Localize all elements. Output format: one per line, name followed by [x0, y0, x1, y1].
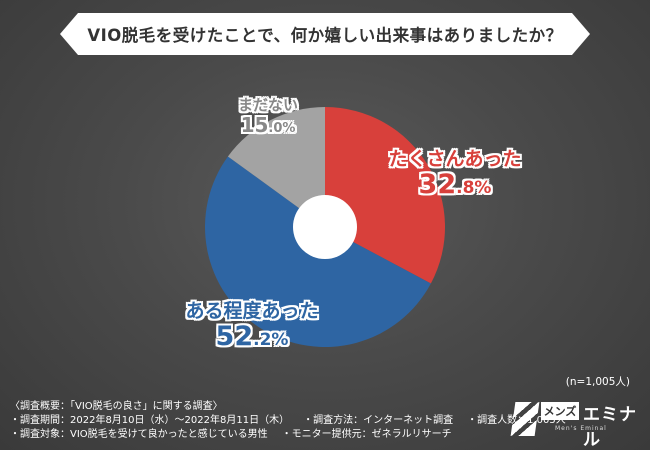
logo-tagline: Men's Eminal [555, 425, 607, 432]
donut-hole [293, 195, 357, 259]
survey-row-2: ・調査期間：2022年8月10日（水）～2022年8月11日（木） ・調査方法：イ… [10, 414, 566, 428]
logo-mark-icon [510, 402, 540, 436]
survey-row-3: ・調査対象：VIO脱毛を受けて良かったと感じている男性 ・モニター提供元：ゼネラル… [10, 428, 566, 442]
slice-label-2-value: 52.2% [215, 321, 289, 352]
chart-title: VIO脱毛を受けたことで、何か嬉しい出来事はありましたか？ [87, 26, 563, 45]
slice-label-3-name: まだない [237, 96, 298, 114]
logo-box-text: メンズ [541, 402, 579, 420]
survey-overview: 〈調査概要：「VIO脱毛の良さ」に関する調査〉 [10, 401, 223, 412]
pie-slice-3 [227, 107, 325, 227]
brand-logo: メンズ エミナル Men's Eminal [510, 400, 643, 450]
slice-label-1: たくさんあった 32.8% [380, 144, 530, 199]
slice-label-2-name: ある程度あった [185, 300, 319, 322]
slice-label-1-value: 32.8% [418, 169, 492, 200]
slice-label-2: ある程度あった 52.2% [172, 296, 332, 351]
logo-name: エミナル [583, 405, 637, 450]
survey-footer: 〈調査概要：「VIO脱毛の良さ」に関する調査〉 ・調査期間：2022年8月10日… [10, 400, 566, 442]
slice-label-3-value: 15.0% [240, 113, 296, 137]
survey-method: ・調査方法：インターネット調査 [303, 415, 454, 426]
slice-label-1-name: たくさんあった [388, 148, 522, 170]
sample-size: (n=1,005人) [565, 376, 630, 388]
survey-target: ・調査対象：VIO脱毛を受けて良かったと感じている男性 [10, 429, 268, 440]
pie-slice-1 [325, 107, 446, 284]
title-banner: VIO脱毛を受けたことで、何か嬉しい出来事はありましたか？ [60, 13, 590, 55]
survey-period: ・調査期間：2022年8月10日（水）～2022年8月11日（木） [10, 415, 290, 426]
slice-label-3: まだない 15.0% [228, 94, 308, 136]
survey-provider: ・モニター提供元：ゼネラルリサーチ [281, 429, 452, 440]
